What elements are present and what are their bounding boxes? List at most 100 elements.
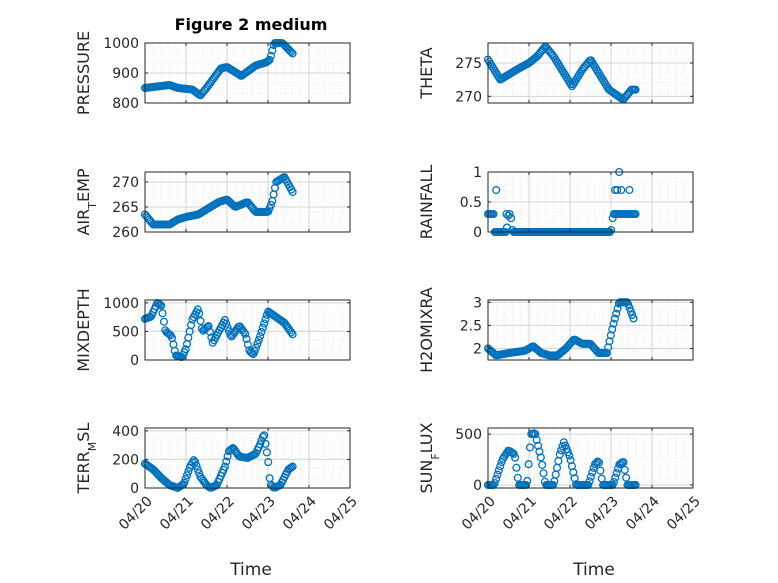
data-point	[181, 345, 190, 354]
subplot-4: 0 0.5 1 RAINFALL	[417, 165, 694, 241]
y-tick-label: 270	[112, 175, 139, 191]
data-point	[498, 454, 507, 463]
axes-box	[144, 299, 351, 361]
data-point	[585, 477, 594, 486]
data-point	[512, 463, 521, 472]
data-point	[254, 336, 263, 345]
y-tick-label: 0	[473, 225, 482, 241]
subplot-8: 04/20 04/21 04/22 04/23 04/24 04/25 0 500 SUNFLU…	[417, 422, 704, 533]
data-point	[524, 460, 533, 469]
data-point	[195, 309, 204, 318]
data-point	[593, 457, 602, 466]
data-point	[492, 474, 501, 483]
x-tick-label: 04/21	[157, 494, 197, 534]
data-point	[536, 453, 545, 462]
data-point	[262, 448, 271, 457]
subplot-1: 800 900 1000 PRESSURE	[74, 31, 351, 115]
y-tick-label: 1000	[103, 36, 139, 52]
data-point	[193, 465, 202, 474]
data-point	[253, 339, 262, 348]
data-point	[186, 321, 196, 330]
data-point	[509, 449, 518, 458]
data-point	[626, 307, 635, 316]
data-point	[196, 316, 205, 325]
data-point	[538, 460, 547, 469]
y-tick-label: 1	[473, 165, 482, 181]
data-point	[496, 462, 505, 471]
data-point	[256, 332, 265, 341]
data-point	[596, 466, 605, 475]
data-point	[586, 472, 595, 481]
data-point	[631, 85, 640, 94]
x-tick-label: 04/25	[321, 494, 361, 534]
data-point	[288, 49, 297, 58]
data-point	[535, 447, 544, 456]
y-tick-label: 2	[473, 341, 482, 357]
data-point	[631, 209, 640, 219]
data-point	[256, 440, 265, 449]
data-point	[191, 457, 200, 466]
data-point	[266, 200, 275, 209]
data-point	[612, 469, 621, 478]
data-point	[155, 300, 164, 309]
data-point	[261, 439, 270, 448]
data-point	[506, 214, 516, 223]
data-point	[261, 315, 270, 324]
data-point	[287, 48, 296, 57]
data-point	[243, 340, 252, 349]
x-tick-label: 04/21	[500, 494, 540, 534]
data-point	[555, 450, 564, 459]
x-tick-label: 04/24	[280, 493, 320, 533]
x-tick-label: 04/24	[623, 493, 663, 533]
y-tick-label: 900	[112, 66, 139, 82]
y-tick-label: 270	[455, 89, 482, 105]
data-point	[565, 451, 574, 460]
data-point	[511, 453, 520, 462]
data-point	[490, 478, 499, 488]
data-point	[625, 185, 634, 195]
data-point	[534, 441, 543, 450]
data-point	[617, 185, 626, 195]
data-point	[594, 458, 604, 467]
data-point	[628, 310, 637, 320]
subplot-6: 2 2.5 3 H2OMIXRA	[417, 287, 694, 373]
y-axis-label: SUNFLUX	[417, 422, 442, 493]
data-point	[220, 316, 229, 325]
data-point	[492, 185, 501, 195]
data-point	[620, 465, 629, 474]
data-point	[588, 468, 597, 477]
y-tick-label: 500	[455, 427, 482, 443]
y-axis-label: TERRMSL	[74, 423, 99, 495]
x-tick-label: 04/25	[664, 494, 704, 534]
y-tick-label: 0.5	[460, 195, 482, 211]
data-point	[611, 185, 620, 195]
data-point	[250, 347, 259, 356]
data-point	[288, 187, 297, 197]
data-point	[193, 305, 202, 314]
data-point	[223, 452, 232, 461]
y-tick-label: 800	[112, 96, 139, 112]
data-point	[612, 309, 621, 318]
y-tick-label: 265	[112, 200, 139, 216]
data-point	[602, 349, 611, 358]
x-axis-label-left: Time	[229, 560, 272, 580]
data-point	[265, 55, 274, 64]
data-point	[158, 309, 167, 318]
data-point	[532, 435, 541, 445]
data-point	[287, 463, 296, 472]
data-point	[223, 323, 232, 332]
data-point	[288, 462, 297, 471]
data-point	[159, 317, 169, 326]
data-point	[609, 319, 618, 328]
data-point	[531, 430, 540, 439]
data-point	[242, 334, 251, 343]
data-point	[611, 473, 620, 482]
data-point	[258, 432, 267, 441]
data-point	[288, 330, 297, 339]
subplot-3: 260 265 270 AIRTEMP	[74, 168, 351, 241]
data-point	[251, 343, 261, 352]
data-point	[489, 209, 498, 219]
y-axis-label: RAINFALL	[417, 165, 436, 240]
data-point	[500, 452, 509, 461]
